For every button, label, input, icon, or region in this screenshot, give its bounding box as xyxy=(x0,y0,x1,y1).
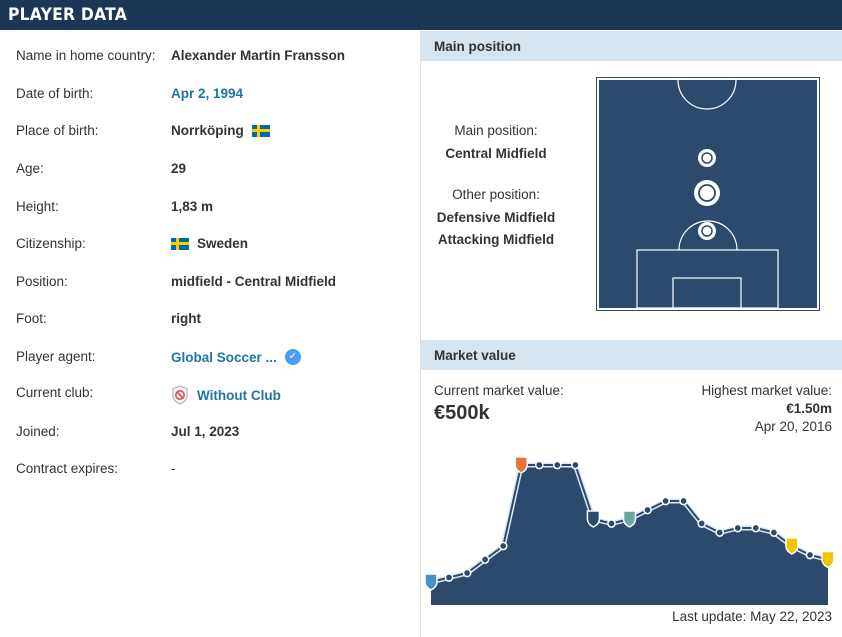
info-value-height: 1,83 m xyxy=(171,199,214,214)
market-value-point[interactable] xyxy=(697,519,707,528)
no-club-shield-icon xyxy=(172,385,188,405)
market-value-point[interactable] xyxy=(552,460,562,470)
info-value-joined: Jul 1, 2023 xyxy=(171,424,240,439)
club-crest-marker[interactable] xyxy=(785,537,799,555)
info-label: Contract expires: xyxy=(16,461,119,476)
club-crest-marker[interactable] xyxy=(821,550,835,569)
player-data-header: PLAYER DATA xyxy=(0,0,842,30)
info-label: Player agent: xyxy=(16,349,96,364)
info-value-agent: Global Soccer ... ✓ xyxy=(171,349,301,365)
market-value-point[interactable] xyxy=(444,573,454,582)
column-divider xyxy=(420,30,421,637)
main-position-header: Main position xyxy=(421,31,842,61)
verified-check-icon: ✓ xyxy=(284,349,301,365)
info-label: Date of birth: xyxy=(16,86,94,101)
info-row-contract: Contract expires: - xyxy=(16,461,416,481)
player-info-panel: Name in home country: Alexander Martin F… xyxy=(0,30,420,637)
page-title: PLAYER DATA xyxy=(8,5,127,25)
club-crest-marker[interactable] xyxy=(622,510,637,528)
club-crest-marker[interactable] xyxy=(514,456,528,474)
info-value-club: Without Club xyxy=(171,385,281,405)
section-title: Market value xyxy=(434,348,516,363)
info-label: Joined: xyxy=(16,424,60,439)
pitch-diagram xyxy=(596,77,820,311)
penalty-arc xyxy=(678,220,738,251)
market-value-point[interactable] xyxy=(715,528,725,537)
info-label: Position: xyxy=(16,274,68,289)
market-value-point[interactable] xyxy=(534,460,544,470)
market-value-point[interactable] xyxy=(679,496,688,506)
date-of-birth-link[interactable]: Apr 2, 1994 xyxy=(171,86,244,101)
info-label: Citizenship: xyxy=(16,236,86,251)
info-row-birthplace: Place of birth: Norrköping xyxy=(16,123,416,143)
sweden-flag-icon xyxy=(171,237,189,250)
current-club-link[interactable]: Without Club xyxy=(197,387,281,403)
info-value-contract: - xyxy=(171,461,176,476)
sweden-flag-icon xyxy=(251,124,270,137)
market-value-chart[interactable] xyxy=(421,440,842,605)
citizenship-text: Sweden xyxy=(197,236,249,251)
center-circle-arc xyxy=(677,80,737,110)
info-row-foot: Foot: right xyxy=(16,311,416,331)
section-title: Main position xyxy=(434,39,521,54)
market-value-header: Market value xyxy=(421,340,842,370)
club-crest-marker[interactable] xyxy=(424,573,438,591)
main-position-value: Central Midfield xyxy=(445,146,547,161)
highest-market-value: €1.50m xyxy=(786,401,832,416)
club-crest-marker[interactable] xyxy=(586,510,601,528)
info-value-age: 29 xyxy=(171,161,187,176)
info-label: Name in home country: xyxy=(16,48,156,63)
info-row-agent: Player agent: Global Soccer ... ✓ xyxy=(16,349,416,369)
penalty-box xyxy=(636,249,779,308)
info-value-foot: right xyxy=(171,311,201,326)
current-market-value-label: Current market value: xyxy=(434,383,564,398)
goal-box xyxy=(672,277,742,308)
info-row-age: Age: 29 xyxy=(16,161,416,181)
market-value-point[interactable] xyxy=(571,460,580,470)
other-position-value: Defensive Midfield xyxy=(436,210,556,225)
position-marker-central-midfield xyxy=(694,180,720,206)
info-value-position: midfield - Central Midfield xyxy=(171,274,337,289)
highest-market-value-label: Highest market value: xyxy=(701,383,832,398)
market-value-point[interactable] xyxy=(643,505,652,515)
info-row-citizenship: Citizenship: Sweden xyxy=(16,236,416,256)
market-value-point[interactable] xyxy=(751,523,761,533)
player-agent-link[interactable]: Global Soccer ... xyxy=(171,349,277,365)
info-row-name: Name in home country: Alexander Martin F… xyxy=(16,48,416,68)
info-label: Height: xyxy=(16,199,59,214)
main-position-label: Main position: xyxy=(454,123,538,138)
other-position-value: Attacking Midfield xyxy=(437,232,555,247)
market-value-point[interactable] xyxy=(733,523,743,533)
info-row-position: Position: midfield - Central Midfield xyxy=(16,274,416,294)
birthplace-text: Norrköping xyxy=(171,123,244,138)
last-update-text: Last update: May 22, 2023 xyxy=(672,609,832,624)
market-value-point[interactable] xyxy=(805,550,815,560)
position-marker-defensive-midfield xyxy=(698,222,716,240)
market-value-area xyxy=(431,465,828,605)
info-value-name: Alexander Martin Fransson xyxy=(171,48,346,63)
info-row-height: Height: 1,83 m xyxy=(16,199,416,219)
info-row-joined: Joined: Jul 1, 2023 xyxy=(16,424,416,444)
other-position-label: Other position: xyxy=(452,187,540,202)
position-marker-attacking-midfield xyxy=(698,149,716,167)
info-label: Age: xyxy=(16,161,44,176)
info-value-citizenship: Sweden xyxy=(171,236,248,251)
info-row-club: Current club: Without Club xyxy=(16,385,416,405)
market-value-point[interactable] xyxy=(480,555,490,564)
current-market-value: €500k xyxy=(434,402,490,424)
market-value-point[interactable] xyxy=(462,568,472,578)
market-value-point[interactable] xyxy=(498,541,508,551)
market-value-point[interactable] xyxy=(661,496,670,506)
highest-market-value-date: Apr 20, 2016 xyxy=(754,419,832,434)
market-value-point[interactable] xyxy=(769,528,779,537)
market-value-point[interactable] xyxy=(607,519,616,528)
info-label: Foot: xyxy=(16,311,47,326)
info-value-birthplace: Norrköping xyxy=(171,123,270,138)
info-row-dob: Date of birth: Apr 2, 1994 xyxy=(16,86,416,106)
info-label: Current club: xyxy=(16,385,94,400)
info-label: Place of birth: xyxy=(16,123,99,138)
